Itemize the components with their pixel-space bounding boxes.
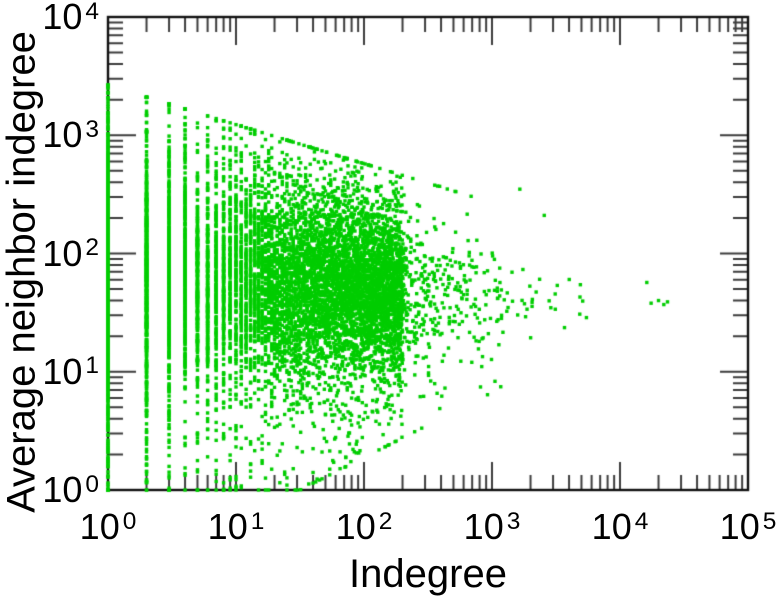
y-tick-label-1e4: 10 4 <box>42 0 99 37</box>
y-tick-label-1e1: 10 1 <box>42 350 99 392</box>
x-tick-label-1e3: 10 3 <box>463 506 521 547</box>
x-tick-label-1e2: 10 2 <box>335 506 393 547</box>
x-tick-label-1e0: 10 0 <box>79 506 137 547</box>
x-tick-label-1e4: 10 4 <box>591 506 649 547</box>
y-tick-label-1e2: 10 2 <box>42 232 99 274</box>
y-tick-label-1e0: 10 0 <box>42 469 99 510</box>
y-tick-label-1e3: 10 3 <box>42 114 99 156</box>
y-axis-title: Average neighbor indegree <box>0 31 44 513</box>
x-tick-label-1e1: 10 1 <box>207 506 265 547</box>
x-axis-title: Indegree <box>349 552 507 596</box>
x-tick-label-1e5: 10 5 <box>719 506 776 547</box>
